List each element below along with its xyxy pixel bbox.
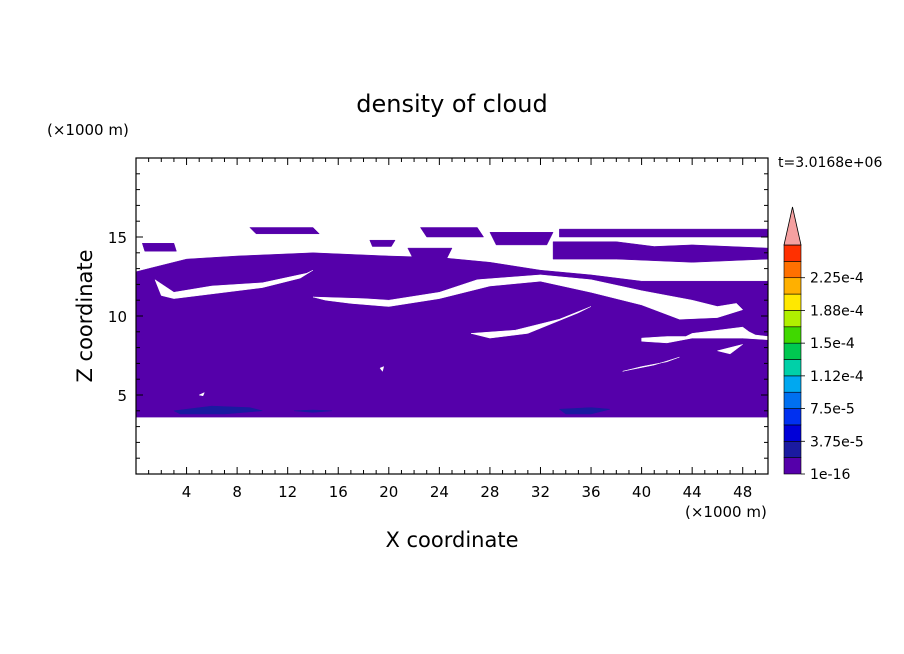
x-tick-label: 40: [632, 483, 651, 501]
clear-gap-4: [641, 326, 769, 344]
clear-gap-5: [622, 356, 680, 372]
y-axis-unit: (×1000 m): [47, 121, 129, 139]
x-tick-label: 44: [683, 483, 702, 501]
x-axis-unit: (×1000 m): [685, 503, 767, 521]
colorbar-segment: [783, 440, 802, 458]
colorbar-label: 1.88e-4: [810, 303, 864, 319]
x-tick-label: 16: [329, 483, 348, 501]
cloud-region-3: [141, 243, 177, 252]
cloud-region-4: [419, 227, 485, 238]
colorbar-label: 1.12e-4: [810, 369, 864, 385]
colorbar-overflow-arrow: [783, 206, 802, 246]
colorbar-label: 1e-16: [810, 467, 850, 483]
colorbar-label: 1.5e-4: [810, 336, 855, 352]
x-tick-label: 12: [278, 483, 297, 501]
x-axis-label: X coordinate: [385, 528, 518, 552]
y-tick-label: 10: [108, 308, 127, 326]
clear-gap-3: [470, 306, 592, 339]
x-tick-label: 24: [430, 483, 449, 501]
cloud-region-7: [489, 232, 554, 246]
colorbar-segment: [783, 408, 802, 426]
x-tick-label: 28: [480, 483, 499, 501]
x-tick-label: 4: [182, 483, 192, 501]
clear-gap-1: [154, 269, 314, 299]
cloud-region-12: [558, 407, 611, 415]
colorbar-segment: [783, 326, 802, 344]
colorbar-segment: [783, 277, 802, 295]
cloud-region-13: [293, 409, 332, 413]
cloud-clear-gaps: [154, 269, 769, 397]
y-tick-label: 15: [108, 229, 127, 247]
colorbar-segment: [783, 261, 802, 279]
colorbar-segment: [783, 424, 802, 442]
x-tick-label: 8: [232, 483, 242, 501]
time-label: t=3.0168e+06: [778, 155, 882, 171]
colorbar-label: 2.25e-4: [810, 271, 864, 287]
cloud-region-8: [559, 228, 769, 238]
clear-gap-6: [717, 344, 743, 355]
cloud-region-2: [249, 227, 320, 235]
y-tick-label: 5: [117, 387, 127, 405]
clear-gap-2: [312, 274, 744, 320]
colorbar-segment: [783, 359, 802, 377]
colorbar-segment: [783, 342, 802, 360]
colorbar-segment: [783, 457, 802, 475]
cloud-region-5: [369, 239, 396, 247]
cloud-region-11: [173, 405, 263, 415]
x-axis: 4 8 12 16 20 24 28 32 36 40 44 48: [148, 158, 756, 501]
chart-title: density of cloud: [356, 90, 547, 118]
x-tick-label: 20: [379, 483, 398, 501]
clear-gap-8: [198, 392, 205, 397]
colorbar-segment: [783, 244, 802, 262]
x-tick-label: 36: [581, 483, 600, 501]
colorbar: 2.25e-4 1.88e-4 1.5e-4 1.12e-4 7.5e-5 3.75e-5…: [783, 206, 864, 483]
colorbar-label: 7.5e-5: [810, 402, 855, 418]
y-axis: 5 10 15: [108, 173, 768, 459]
colorbar-segment: [783, 310, 802, 328]
colorbar-segment: [783, 391, 802, 409]
x-tick-label: 48: [733, 483, 752, 501]
colorbar-label: 3.75e-5: [810, 434, 864, 450]
y-axis-label: Z coordinate: [73, 249, 97, 382]
x-tick-label: 32: [531, 483, 550, 501]
colorbar-segment: [783, 375, 802, 393]
colorbar-segment: [783, 293, 802, 311]
cloud-region-6: [407, 247, 453, 261]
clear-gap-7: [379, 366, 385, 372]
